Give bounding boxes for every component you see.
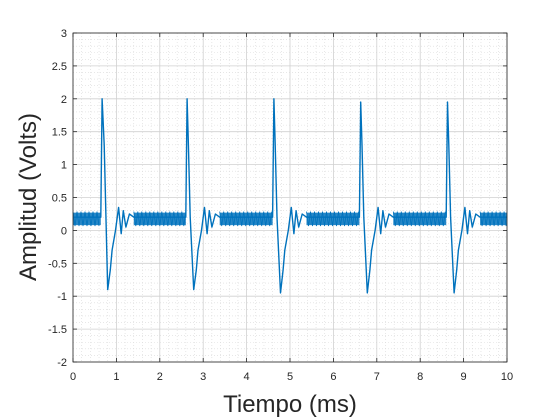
x-tick-label: 10 (501, 371, 513, 383)
y-tick-label: -1 (57, 291, 67, 303)
y-tick-label: 1.5 (52, 127, 67, 139)
baseline-noise-band (133, 212, 186, 226)
baseline-noise (133, 211, 187, 227)
x-tick-label: 2 (157, 371, 163, 383)
x-axis-title: Tiempo (ms) (223, 391, 357, 418)
y-tick-label: -2 (57, 357, 67, 369)
x-tick-label: 4 (244, 371, 250, 383)
y-tick-label: 0.5 (52, 193, 67, 205)
x-tick-label: 1 (113, 371, 119, 383)
baseline-noise (306, 211, 359, 227)
y-tick-label: -1.5 (48, 324, 67, 336)
y-tick-label: -0.5 (48, 258, 67, 270)
x-tick-label: 0 (70, 371, 76, 383)
axis-ticks (72, 32, 508, 363)
y-tick-label: 3 (61, 28, 67, 40)
y-tick-label: 0 (61, 225, 67, 237)
y-tick-label: 2.5 (52, 61, 67, 73)
series-line (73, 98, 507, 294)
x-tick-label: 3 (200, 371, 206, 383)
baseline-noise (479, 211, 507, 227)
baseline-noise (219, 211, 273, 227)
baseline-noise (72, 211, 100, 227)
x-tick-label: 5 (287, 371, 293, 383)
tick-labels: 0 1 2 3 4 5 6 7 8 9 10 -2 -1.5 -1 -0.5 0 0.5 1 1.5 2 2.5 3 (48, 28, 513, 383)
x-tick-label: 7 (374, 371, 380, 383)
x-tick-label: 6 (330, 371, 336, 383)
y-axis-title: Amplitud (Volts) (15, 113, 42, 281)
x-tick-label: 8 (417, 371, 423, 383)
series-layer (72, 98, 507, 294)
y-tick-label: 1 (61, 160, 67, 172)
baseline-noise (392, 211, 446, 227)
x-tick-label: 9 (461, 371, 467, 383)
y-tick-label: 2 (61, 94, 67, 106)
